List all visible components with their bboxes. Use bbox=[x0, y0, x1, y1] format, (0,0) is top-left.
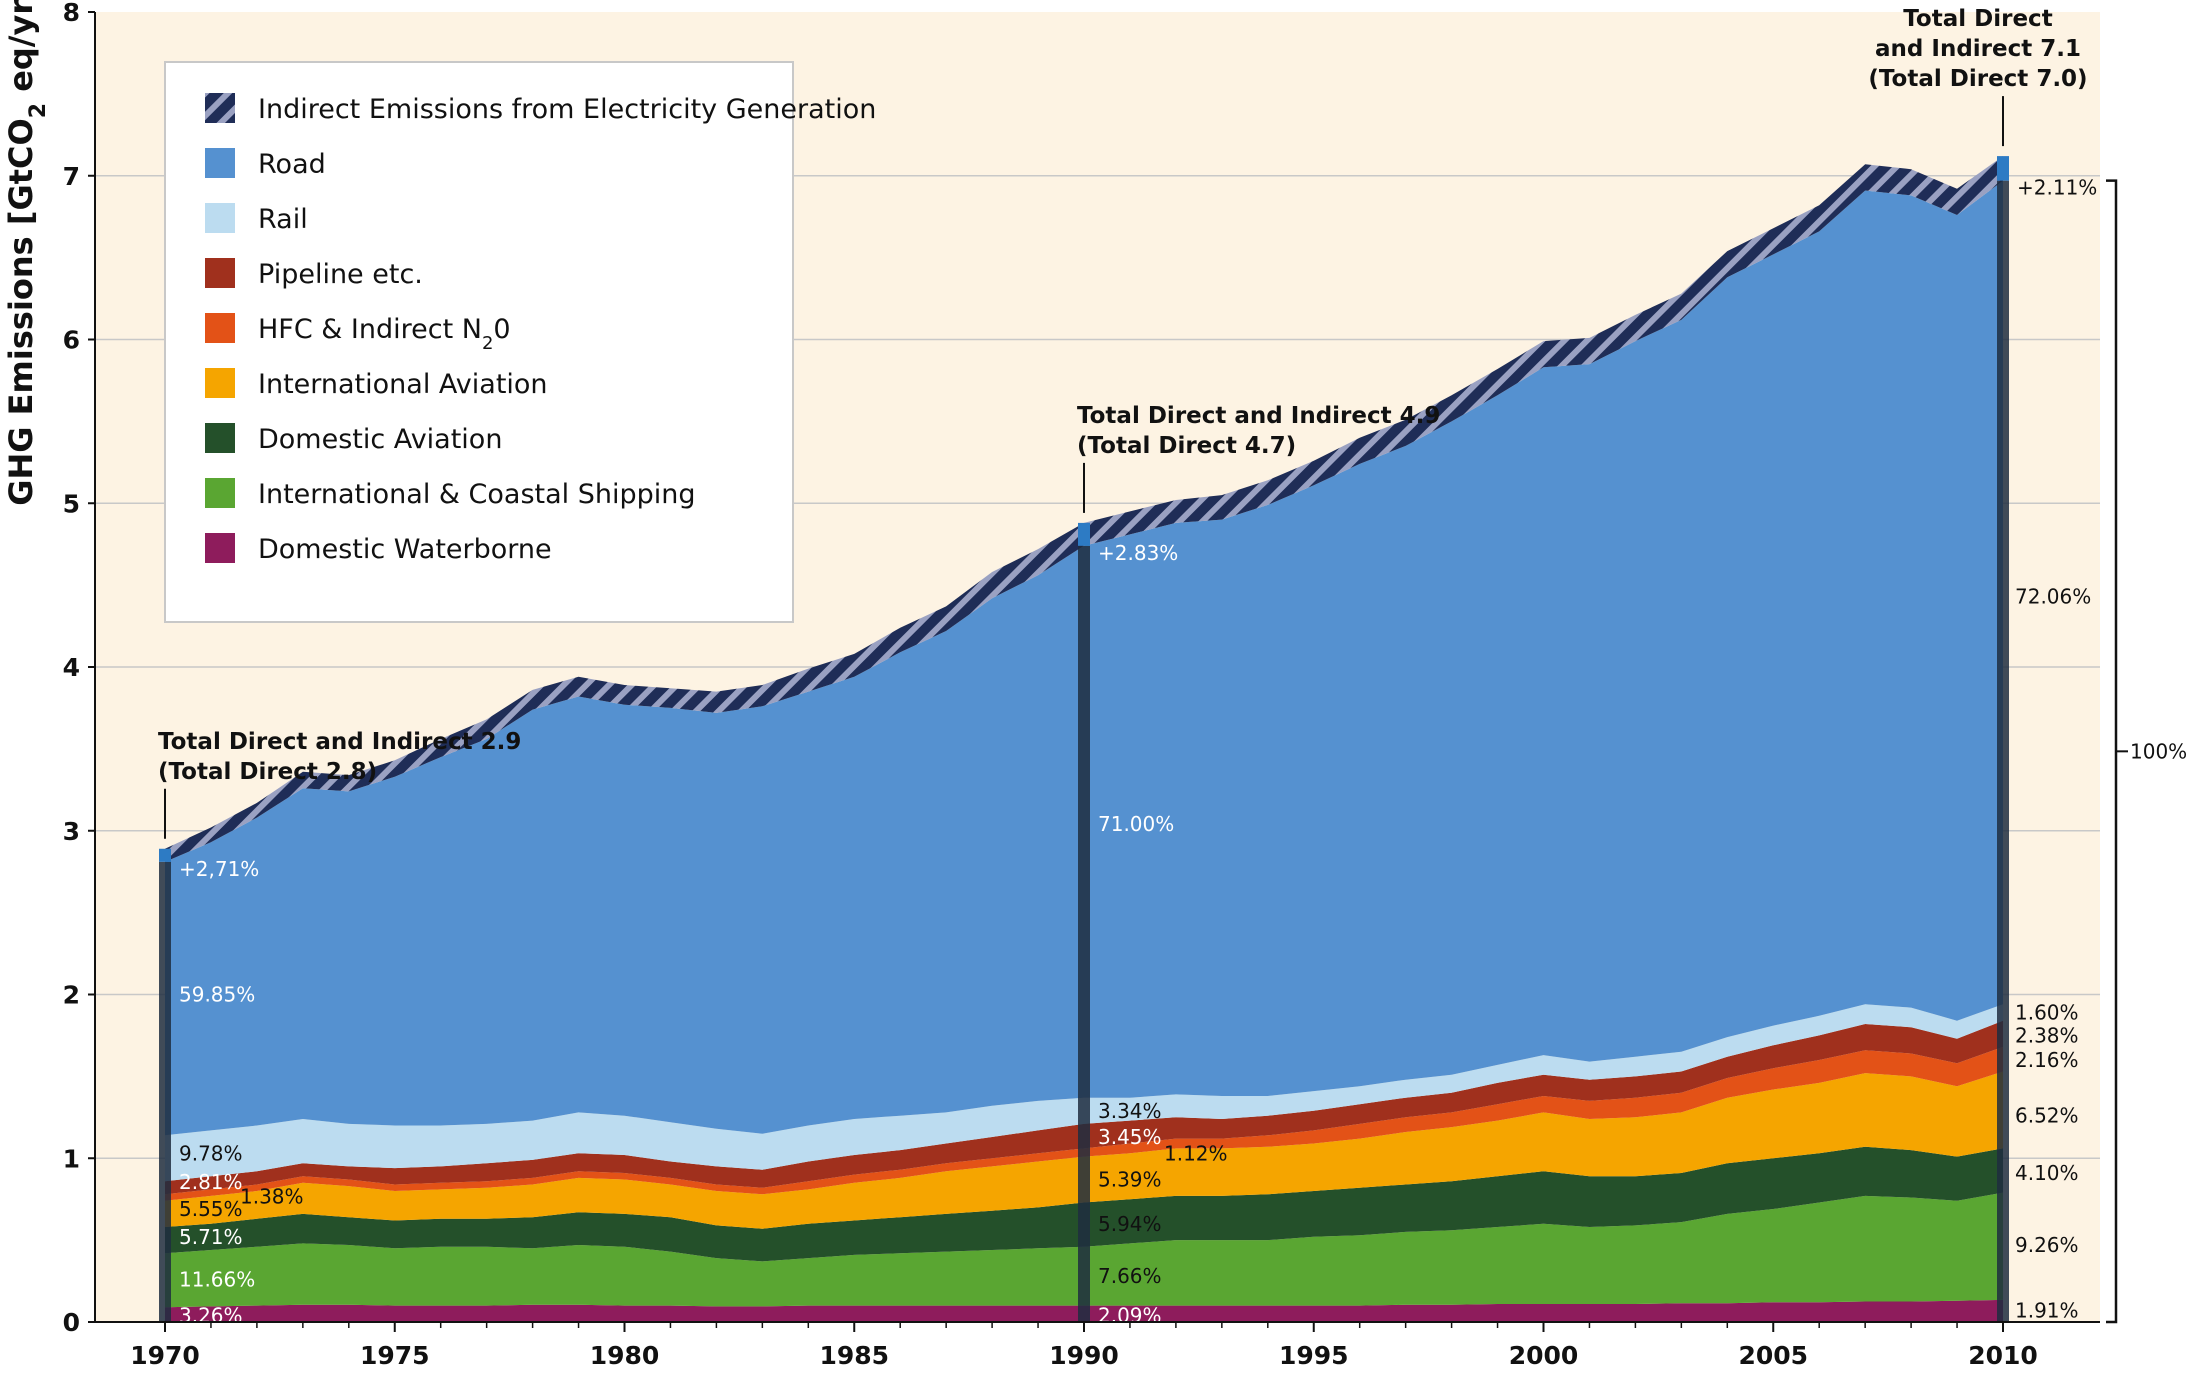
legend-label-indirect: Indirect Emissions from Electricity Gene… bbox=[258, 94, 876, 125]
area-pipeline bbox=[165, 1020, 2003, 1195]
x-tick-label-1995: 1995 bbox=[1279, 1341, 1349, 1370]
annotation-text-1970-0: Total Direct and Indirect 2.9 bbox=[158, 729, 521, 755]
bar-pct-label-1990-3: 1.12% bbox=[1164, 1141, 1228, 1165]
bar-indirect-label-1970: +2,71% bbox=[179, 857, 259, 881]
bar-pct-label-1990-5: 5.94% bbox=[1098, 1212, 1162, 1236]
y-tick-label-3: 3 bbox=[63, 817, 80, 846]
bar-1990 bbox=[1078, 545, 1090, 1322]
bar-indirect-segment-2010 bbox=[1997, 156, 2009, 181]
annotation-text-1990-1: (Total Direct 4.7) bbox=[1077, 433, 1296, 459]
bar-pct-label-1970-4: 5.55% bbox=[179, 1197, 243, 1221]
y-tick-label-2: 2 bbox=[63, 981, 80, 1010]
percent-brace: 100% bbox=[2106, 179, 2187, 1324]
legend-label-road: Road bbox=[258, 149, 326, 180]
legend-swatch-indirect bbox=[205, 93, 235, 123]
annotation-text-1970-1: (Total Direct 2.8) bbox=[158, 759, 377, 785]
legend-swatch-dom-waterborne bbox=[205, 533, 235, 563]
annotation-text-2010-0: Total Direct bbox=[1903, 6, 2052, 32]
legend-label-dom-waterborne: Domestic Waterborne bbox=[258, 534, 552, 565]
total-annotations: Total Direct and Indirect 2.9 (Total Dire… bbox=[158, 6, 2088, 839]
axes: 0 1 2 3 4 5 6 7 8 1970 1975 1980 1985 1990 1995 2000 200… bbox=[63, 0, 2100, 1370]
legend-box bbox=[164, 61, 794, 623]
bar-pct-label-2010-6: 9.26% bbox=[2015, 1233, 2079, 1257]
x-tick-label-2005: 2005 bbox=[1738, 1341, 1808, 1370]
bar-indirect-label-1990: +2.83% bbox=[1098, 541, 1178, 565]
brace-line bbox=[2106, 179, 2118, 1324]
bar-pct-label-2010-7: 1.91% bbox=[2015, 1299, 2079, 1323]
bar-pct-label-1970-6: 11.66% bbox=[179, 1267, 255, 1291]
legend-swatch-road bbox=[205, 148, 235, 178]
annotation-text-2010-1: and Indirect 7.1 bbox=[1875, 36, 2081, 62]
bar-pct-label-1990-0: 71.00% bbox=[1098, 812, 1174, 836]
bar-pct-label-2010-5: 4.10% bbox=[2015, 1161, 2079, 1185]
bar-1970 bbox=[159, 861, 171, 1322]
bar-indirect-segment-1970 bbox=[159, 848, 171, 862]
x-tick-label-2000: 2000 bbox=[1509, 1341, 1579, 1370]
brace-label: 100% bbox=[2130, 739, 2187, 763]
y-tick-label-1: 1 bbox=[63, 1144, 80, 1173]
bar-pct-label-1970-5: 5.71% bbox=[179, 1225, 243, 1249]
bar-2010 bbox=[1997, 180, 2009, 1323]
legend-label-rail: Rail bbox=[258, 204, 308, 235]
legend-label-dom-aviation: Domestic Aviation bbox=[258, 424, 502, 455]
bar-pct-label-2010-4: 6.52% bbox=[2015, 1104, 2079, 1128]
annotation-text-1990-0: Total Direct and Indirect 4.9 bbox=[1077, 403, 1440, 429]
bar-pct-label-1990-1: 3.34% bbox=[1098, 1099, 1162, 1123]
legend: Indirect Emissions from Electricity Gene… bbox=[164, 61, 876, 623]
bar-pct-label-1970-3: 1.38% bbox=[240, 1185, 304, 1209]
bar-pct-label-1970-0: 59.85% bbox=[179, 983, 255, 1007]
legend-label-hfc: HFC & Indirect N20 bbox=[258, 314, 511, 354]
area-rail bbox=[165, 1004, 2003, 1182]
y-tick-label-0: 0 bbox=[63, 1308, 80, 1337]
y-tick-label-4: 4 bbox=[63, 653, 80, 682]
legend-swatch-pipeline bbox=[205, 258, 235, 288]
bar-indirect-label-2010: +2.11% bbox=[2017, 176, 2097, 200]
legend-label-shipping: International & Coastal Shipping bbox=[258, 479, 696, 510]
legend-swatch-rail bbox=[205, 203, 235, 233]
bar-pct-label-1990-4: 5.39% bbox=[1098, 1168, 1162, 1192]
area-hfc bbox=[165, 1046, 2003, 1201]
bar-pct-label-2010-1: 1.60% bbox=[2015, 1001, 2079, 1025]
annotation-text-2010-2: (Total Direct 7.0) bbox=[1868, 66, 2087, 92]
area-intl-aviation bbox=[165, 1071, 2003, 1229]
x-tick-label-1990: 1990 bbox=[1049, 1341, 1119, 1370]
bar-pct-label-1990-6: 7.66% bbox=[1098, 1264, 1162, 1288]
x-tick-label-1970: 1970 bbox=[130, 1341, 200, 1370]
legend-swatch-intl-aviation bbox=[205, 368, 235, 398]
bar-pct-label-1970-1: 9.78% bbox=[179, 1141, 243, 1165]
bar-pct-label-1970-2: 2.81% bbox=[179, 1170, 243, 1194]
legend-swatch-dom-aviation bbox=[205, 423, 235, 453]
x-tick-label-1985: 1985 bbox=[819, 1341, 889, 1370]
y-tick-label-8: 8 bbox=[63, 0, 80, 27]
legend-swatch-hfc bbox=[205, 313, 235, 343]
bar-pct-label-2010-3: 2.16% bbox=[2015, 1048, 2079, 1072]
bar-pct-label-2010-2: 2.38% bbox=[2015, 1023, 2079, 1047]
breakdown-bars: +2,71% 59.85% 9.78% 2.81%1.38%5.55% 5.71% 11.… bbox=[159, 156, 2097, 1327]
y-tick-label-6: 6 bbox=[63, 326, 80, 355]
y-tick-label-5: 5 bbox=[63, 489, 80, 518]
x-tick-label-2010: 2010 bbox=[1968, 1341, 2038, 1370]
legend-label-pipeline: Pipeline etc. bbox=[258, 259, 423, 290]
y-axis-label: GHG Emissions [GtCO2 eq/yr] bbox=[2, 0, 51, 506]
x-tick-label-1980: 1980 bbox=[590, 1341, 660, 1370]
bar-pct-label-2010-0: 72.06% bbox=[2015, 585, 2091, 609]
legend-label-intl-aviation: International Aviation bbox=[258, 369, 548, 400]
bar-pct-label-1990-2: 3.45% bbox=[1098, 1125, 1162, 1149]
area-indirect bbox=[165, 156, 2003, 862]
bar-indirect-segment-1990 bbox=[1078, 522, 1090, 546]
legend-swatch-shipping bbox=[205, 478, 235, 508]
y-tick-label-7: 7 bbox=[63, 162, 80, 191]
x-tick-label-1975: 1975 bbox=[360, 1341, 430, 1370]
